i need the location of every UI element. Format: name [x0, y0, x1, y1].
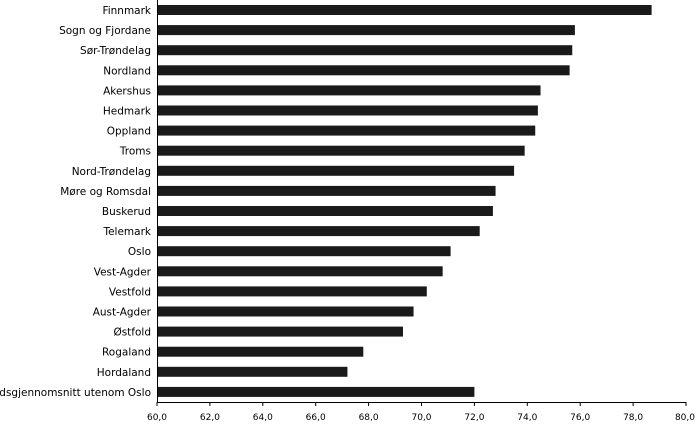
bar-15 [157, 306, 414, 317]
x-tick-label-6: 72,0 [464, 413, 484, 423]
category-label-15: Aust-Agder [93, 307, 152, 319]
x-tick-label-3: 66,0 [306, 413, 326, 423]
category-label-6: Oppland [107, 126, 151, 138]
bar-7 [157, 145, 525, 156]
bar-8 [157, 165, 515, 176]
bar-10 [157, 206, 493, 216]
bar-0 [157, 5, 652, 15]
bar-16 [157, 326, 403, 337]
bar-19 [157, 386, 475, 397]
x-tick-label-9: 78,0 [623, 413, 643, 423]
category-label-10: Buskerud [102, 206, 151, 218]
bar-2 [157, 45, 573, 56]
x-tick-label-7: 74,0 [517, 413, 537, 423]
x-tick-label-2: 64,0 [253, 413, 273, 423]
bar-3 [157, 65, 570, 76]
bar-9 [157, 185, 496, 196]
category-label-4: Akershus [103, 85, 151, 97]
x-tick-label-10: 80,0 [675, 413, 695, 423]
bar-12 [157, 246, 451, 257]
x-axis: 60,0 62,0 64,0 66,0 68,0 70,0 72,0 74,0 76,0 78,0… [147, 0, 695, 423]
category-label-3: Nordland [103, 65, 151, 77]
category-label-13: Vest-Agder [94, 266, 152, 278]
category-label-14: Vestfold [109, 286, 151, 298]
category-label-2: Sør-Trøndelag [80, 45, 151, 57]
category-labels: Finnmark Sogn og Fjordane Sør-Trøndelag Nor… [0, 5, 152, 399]
category-label-11: Telemark [102, 226, 151, 238]
category-label-8: Nord-Trøndelag [72, 166, 151, 178]
category-label-16: Østfold [113, 327, 151, 339]
bar-11 [157, 226, 480, 237]
bar-13 [157, 266, 443, 277]
bar-17 [157, 346, 364, 357]
category-label-1: Sogn og Fjordane [59, 25, 151, 37]
x-tick-label-5: 70,0 [411, 413, 431, 423]
category-label-7: Troms [119, 146, 151, 158]
bar-14 [157, 286, 427, 297]
category-label-5: Hedmark [103, 106, 152, 118]
category-label-18: Hordaland [97, 367, 151, 379]
category-label-17: Rogaland [102, 347, 151, 359]
x-tick-label-1: 62,0 [200, 413, 220, 423]
x-tick-label-8: 76,0 [570, 413, 590, 423]
bar-1 [157, 25, 575, 36]
x-tick-label-4: 68,0 [359, 413, 379, 423]
category-label-0: Finnmark [102, 5, 151, 17]
category-label-19: Landsgjennomsnitt utenom Oslo [0, 387, 151, 399]
bar-6 [157, 125, 536, 136]
category-label-12: Oslo [128, 246, 151, 258]
bar-5 [157, 105, 538, 116]
category-label-9: Møre og Romsdal [60, 186, 151, 198]
bar-18 [157, 366, 348, 377]
bars-layer [157, 5, 652, 397]
bar-4 [157, 85, 541, 96]
x-tick-label-0: 60,0 [147, 413, 167, 423]
